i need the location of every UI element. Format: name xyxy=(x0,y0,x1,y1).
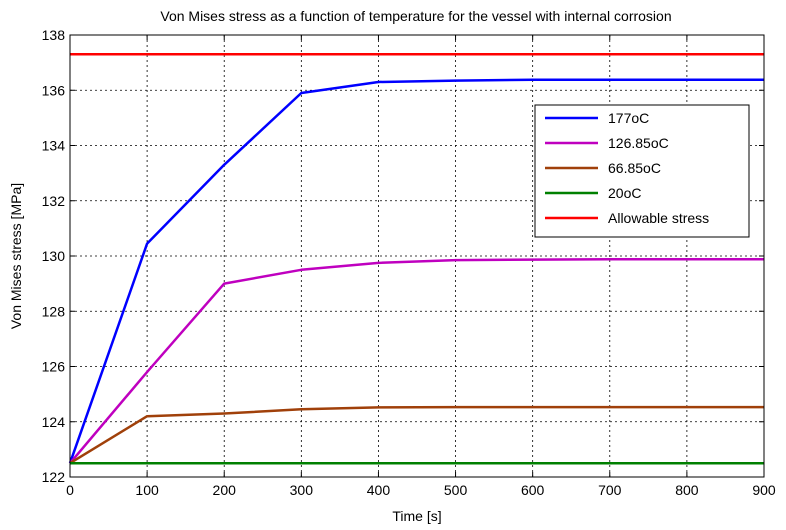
y-tick-label: 124 xyxy=(42,414,66,430)
x-axis-title: Time [s] xyxy=(392,508,441,524)
x-tick-label: 100 xyxy=(135,482,159,498)
legend-items: 177oC 126.85oC 66.85oC 20oC Allowable stress xyxy=(545,110,709,226)
x-tick-labels: 0 100 200 300 400 500 600 700 800 900 xyxy=(66,482,776,498)
chart-title: Von Mises stress as a function of temper… xyxy=(160,8,671,24)
x-tick-label: 200 xyxy=(213,482,237,498)
series-line-2 xyxy=(69,405,764,465)
x-tick-label: 400 xyxy=(367,482,391,498)
legend-label: 20oC xyxy=(608,185,641,201)
x-tick-label: 300 xyxy=(290,482,314,498)
y-tick-label: 126 xyxy=(42,359,66,375)
x-tick-label: 700 xyxy=(598,482,622,498)
series-layer xyxy=(68,53,764,465)
ticks xyxy=(69,34,765,478)
legend-label: Allowable stress xyxy=(608,210,709,226)
x-tick-label: 800 xyxy=(675,482,699,498)
legend-box xyxy=(534,104,750,238)
series-line-1 xyxy=(69,258,764,465)
y-tick-label: 134 xyxy=(42,138,66,154)
legend-label: 177oC xyxy=(608,110,649,126)
y-tick-label: 128 xyxy=(42,303,66,319)
y-axis-title: Von Mises stress [MPa] xyxy=(8,183,24,329)
x-tick-label: 0 xyxy=(66,482,74,498)
y-tick-label: 130 xyxy=(42,248,66,264)
x-tick-label: 600 xyxy=(521,482,545,498)
grid xyxy=(70,35,764,477)
series-line-0 xyxy=(68,78,764,464)
y-tick-label: 136 xyxy=(42,82,66,98)
y-tick-label: 138 xyxy=(42,27,66,43)
legend-label: 66.85oC xyxy=(608,160,661,176)
legend-label: 126.85oC xyxy=(608,135,669,151)
x-tick-label: 900 xyxy=(752,482,776,498)
legend: 177oC 126.85oC 66.85oC 20oC Allowable stress xyxy=(534,104,750,238)
y-tick-label: 122 xyxy=(42,469,66,485)
y-tick-label: 132 xyxy=(42,193,66,209)
x-tick-label: 500 xyxy=(444,482,468,498)
y-tick-labels: 122 124 126 128 130 132 134 136 138 xyxy=(42,27,66,485)
